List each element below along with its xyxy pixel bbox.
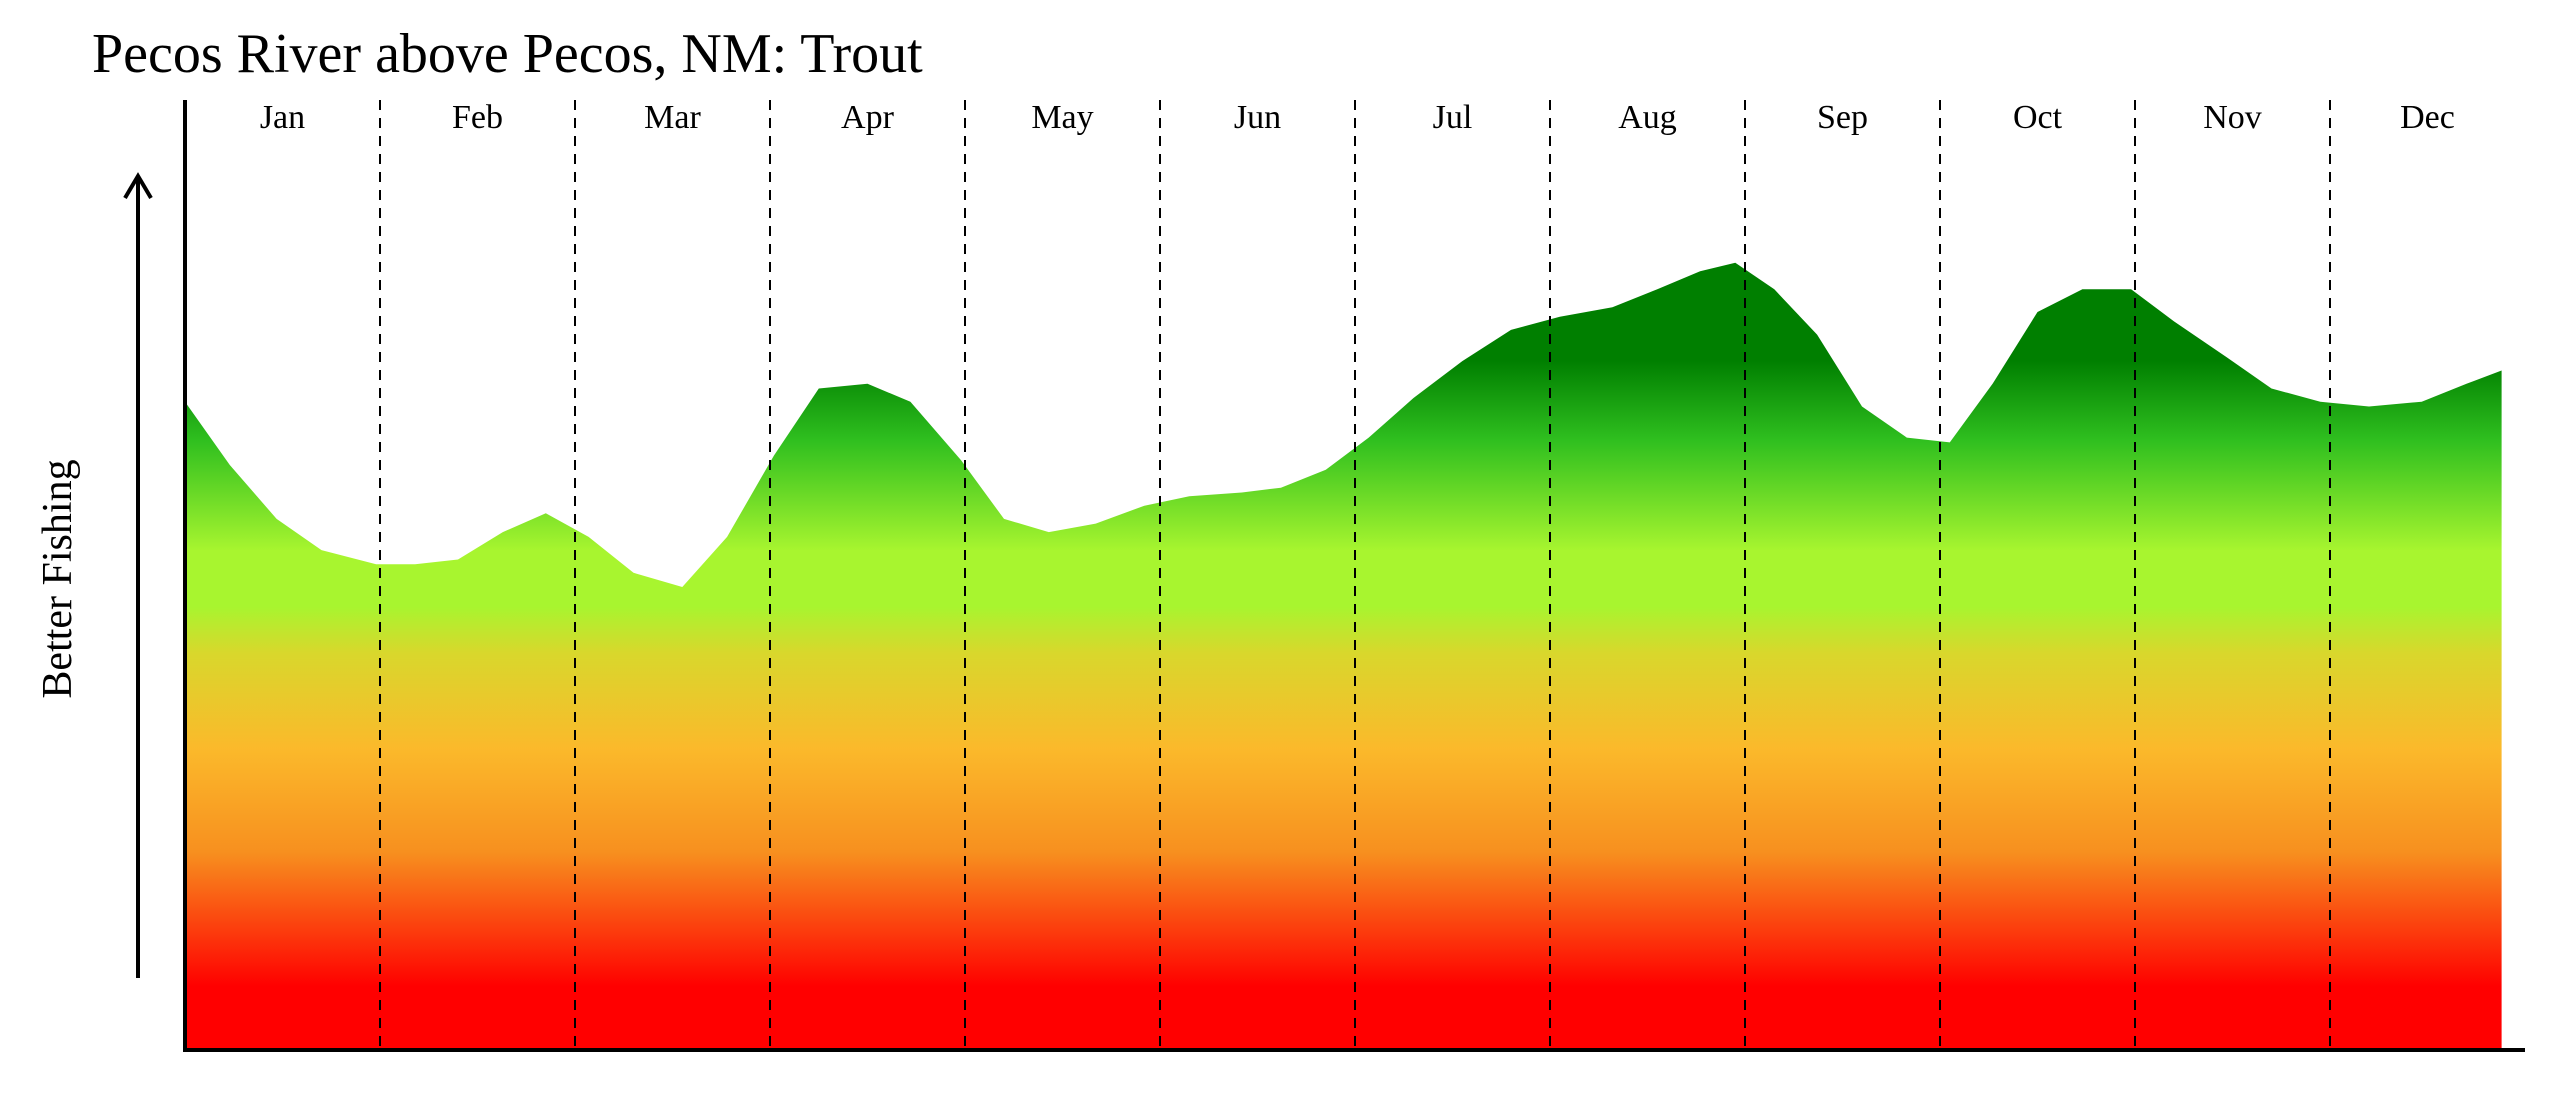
axes [123, 100, 2525, 1052]
month-label-feb: Feb [452, 99, 503, 136]
month-label-mar: Mar [644, 99, 701, 136]
better-fishing-arrow-head [123, 172, 153, 200]
month-label-nov: Nov [2203, 99, 2262, 136]
month-label-apr: Apr [841, 99, 895, 136]
month-labels: Jan Feb Mar Apr May Jun Jul Aug Sep Oct Nov Dec [260, 99, 2455, 136]
month-label-jan: Jan [260, 99, 305, 136]
month-gridlines [379, 100, 2331, 1050]
month-label-oct: Oct [2013, 99, 2063, 136]
month-label-dec: Dec [2400, 99, 2455, 136]
month-label-sep: Sep [1817, 99, 1868, 136]
area-layer [185, 262, 2502, 1050]
month-label-jul: Jul [1433, 99, 1473, 136]
month-label-may: May [1031, 99, 1093, 136]
month-label-jun: Jun [1234, 99, 1281, 136]
chart-title: Pecos River above Pecos, NM: Trout [92, 23, 923, 85]
fishing-quality-area [185, 262, 2502, 1050]
month-label-aug: Aug [1618, 99, 1677, 136]
